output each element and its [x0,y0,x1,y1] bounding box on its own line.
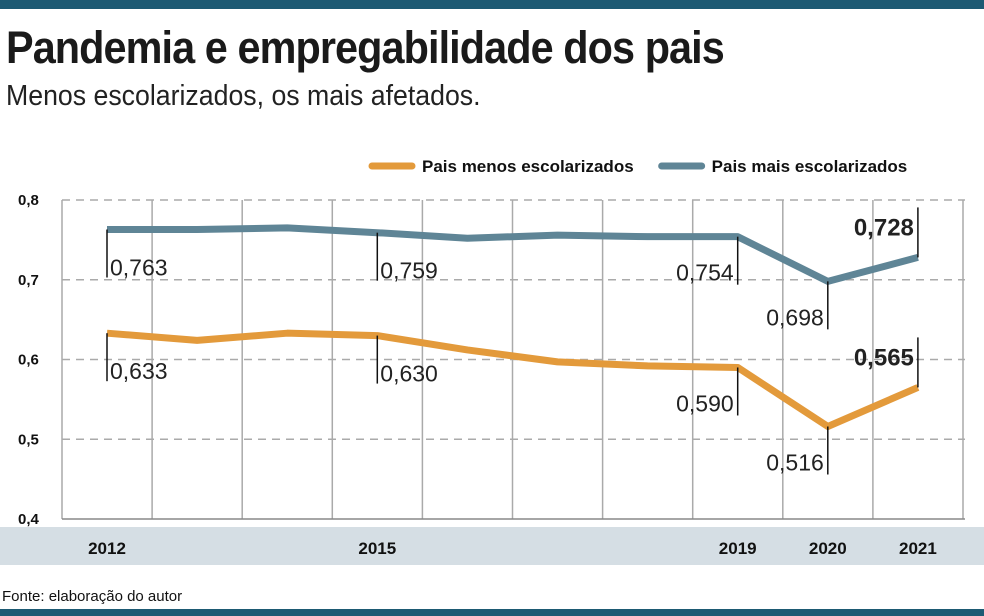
x-tick-label: 2015 [358,539,396,558]
y-tick-label: 0,6 [18,352,39,369]
bottom-bar [0,609,984,616]
data-label: 0,728 [854,214,914,241]
data-label: 0,759 [380,258,438,284]
y-tick-label: 0,4 [18,511,40,528]
data-label: 0,763 [110,255,168,281]
data-label: 0,633 [110,358,168,384]
top-bar [0,0,984,9]
x-tick-label: 2020 [809,539,847,558]
y-tick-label: 0,5 [18,431,39,448]
y-tick-label: 0,7 [18,272,39,289]
chart-subtitle: Menos escolarizados, os mais afetados. [6,80,481,112]
x-tick-label: 2012 [88,539,126,558]
data-label: 0,516 [766,449,824,475]
source-note: Fonte: elaboração do autor [2,588,183,605]
series-line [107,224,919,285]
data-label: 0,754 [676,260,734,286]
x-tick-label: 2021 [899,539,937,558]
series-line [106,329,920,430]
data-label: 0,565 [854,344,914,371]
data-label: 0,590 [676,390,734,416]
legend-label: Pais menos escolarizados [422,157,634,176]
legend-label: Pais mais escolarizados [712,157,908,176]
x-axis-band [0,527,984,565]
data-label: 0,698 [766,304,824,330]
y-tick-label: 0,8 [18,192,39,209]
chart-title: Pandemia e empregabilidade dos pais [6,22,725,73]
x-tick-label: 2019 [719,539,757,558]
data-label: 0,630 [380,361,438,387]
